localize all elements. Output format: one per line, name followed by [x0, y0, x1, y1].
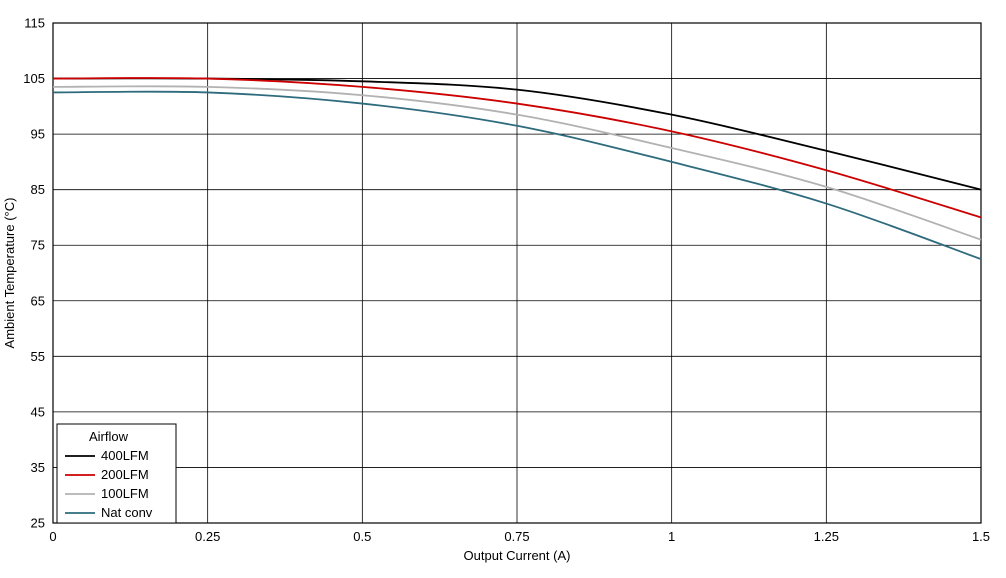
legend-item-200lfm: 200LFM	[65, 467, 149, 482]
y-tick-label: 55	[31, 349, 45, 364]
y-tick-label: 105	[23, 71, 45, 86]
y-tick-label: 25	[31, 516, 45, 531]
plot-border	[52, 22, 982, 524]
series-line-nat-conv	[52, 90, 982, 260]
series-line-100lfm	[52, 85, 982, 241]
x-tick-label: 0.75	[504, 529, 529, 544]
y-tick-label: 115	[24, 16, 45, 31]
legend-label: 400LFM	[101, 448, 149, 463]
legend-box	[56, 423, 177, 524]
series-layer	[52, 77, 982, 260]
y-tick-label: 85	[31, 182, 45, 197]
x-axis-label: Output Current (A)	[464, 548, 571, 563]
legend-item-100lfm: 100LFM	[65, 486, 149, 501]
legend-label: 100LFM	[101, 486, 149, 501]
x-tick-label: 1	[668, 529, 675, 544]
y-tick-label: 95	[31, 127, 45, 142]
legend-item-nat-conv: Nat conv	[65, 505, 153, 520]
x-tick-label: 0	[49, 529, 56, 544]
y-tick-label: 75	[31, 238, 45, 253]
legend-label: 200LFM	[101, 467, 149, 482]
series-line-200lfm	[52, 77, 982, 219]
x-tick-label: 0.25	[195, 529, 220, 544]
tick-layer: 0 0.25 0.5 0.75 1 1.25 1.5 25 35 45 55 65 75 85 95 105 1…	[23, 16, 990, 545]
grid-layer	[53, 23, 981, 523]
y-tick-label: 45	[31, 404, 45, 419]
legend: Airflow 400LFM 200LFM 100LFM Nat conv	[56, 423, 177, 524]
y-axis-label: Ambient Temperature (°C)	[2, 198, 17, 349]
legend-label: Nat conv	[101, 505, 153, 520]
legend-item-400lfm: 400LFM	[65, 448, 149, 463]
x-tick-label: 1.5	[972, 529, 990, 544]
y-tick-label: 35	[31, 460, 45, 475]
x-tick-label: 1.25	[814, 529, 839, 544]
legend-title: Airflow	[89, 429, 129, 444]
x-tick-label: 0.5	[353, 529, 371, 544]
y-tick-label: 65	[31, 293, 45, 308]
